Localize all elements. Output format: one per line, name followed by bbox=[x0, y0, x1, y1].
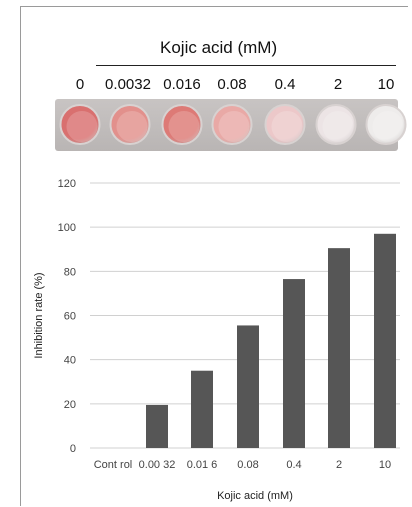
concentration-label: 0.016 bbox=[163, 76, 201, 93]
x-axis-label: Kojic acid (mM) bbox=[217, 490, 293, 502]
x-tick-label: 0.00 32 bbox=[139, 459, 176, 471]
bar bbox=[374, 233, 396, 448]
bar bbox=[283, 279, 305, 448]
x-tick-label: 0.08 bbox=[237, 459, 258, 471]
plate-well bbox=[315, 104, 357, 145]
plate-well bbox=[59, 104, 101, 145]
x-tick-label: 2 bbox=[336, 459, 342, 471]
plate-well bbox=[365, 104, 407, 145]
plate-well bbox=[211, 104, 253, 145]
bar bbox=[191, 370, 213, 448]
concentration-label: 0.4 bbox=[274, 76, 296, 93]
y-tick-label: 120 bbox=[58, 178, 76, 190]
y-tick-label: 100 bbox=[58, 222, 76, 234]
plate-well bbox=[109, 104, 151, 145]
bar bbox=[146, 404, 168, 448]
y-tick-label: 0 bbox=[70, 443, 76, 455]
concentration-label: 2 bbox=[333, 76, 343, 93]
y-tick-label: 60 bbox=[64, 311, 76, 323]
bar bbox=[328, 248, 350, 448]
plate-well bbox=[264, 104, 306, 145]
concentration-label: 0 bbox=[75, 76, 85, 93]
y-axis-label: Inhibition rate (%) bbox=[33, 272, 45, 358]
x-tick-label: 10 bbox=[379, 459, 391, 471]
plate-title: Kojic acid (mM) bbox=[160, 38, 278, 57]
x-tick-label: Cont rol bbox=[94, 459, 133, 471]
title-rule bbox=[96, 65, 396, 66]
y-tick-label: 20 bbox=[64, 399, 76, 411]
y-tick-label: 80 bbox=[64, 266, 76, 278]
x-tick-label: 0.4 bbox=[286, 459, 301, 471]
concentration-label: 0.0032 bbox=[105, 76, 151, 93]
x-tick-label: 0.01 6 bbox=[187, 459, 218, 471]
concentration-label: 10 bbox=[377, 76, 395, 93]
bar bbox=[237, 325, 259, 448]
figure-frame bbox=[20, 6, 408, 506]
plate-well bbox=[161, 104, 203, 145]
y-tick-label: 40 bbox=[64, 355, 76, 367]
concentration-label: 0.08 bbox=[217, 76, 247, 93]
